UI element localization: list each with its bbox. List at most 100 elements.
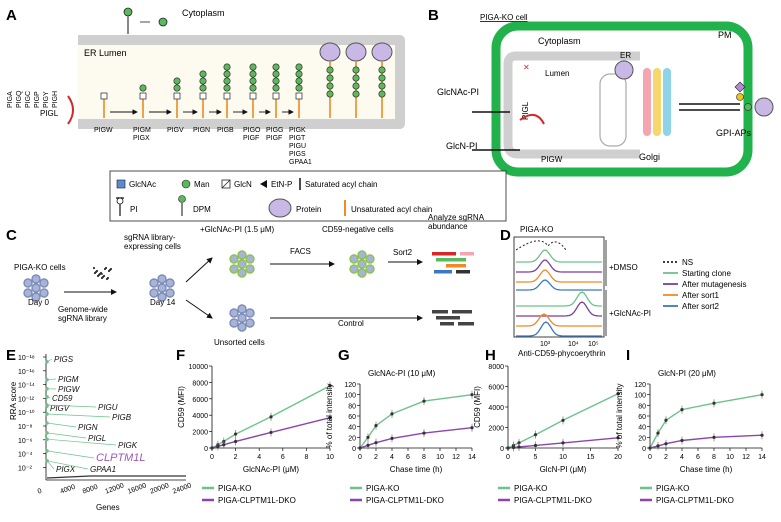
gene-label: GPAA1: [90, 465, 116, 474]
gene-label: PIGX: [56, 465, 76, 474]
man-icon: [295, 77, 303, 85]
man-icon: [352, 82, 360, 90]
x-tick-label: 10: [726, 454, 734, 461]
y-tick-label: 6000: [192, 397, 208, 404]
protein-icon: [345, 42, 367, 62]
series-line: [359, 427, 473, 449]
rra-ytick: 10⁻¹²: [18, 396, 35, 403]
y-tick-label: 10000: [189, 364, 209, 371]
y-tick-label: 120: [634, 382, 646, 389]
sugar-icon-b: [734, 81, 746, 93]
panel-letter-h: H: [485, 347, 496, 364]
y-tick-label: 8000: [488, 364, 504, 371]
man-icon: [139, 84, 147, 92]
sgrna-dot: [105, 277, 109, 281]
panel-e-rra-plot: 10⁻¹⁸ 10⁻¹⁶ 10⁻¹⁴ 10⁻¹² 10⁻¹⁰ 10⁻⁸ 10⁻⁶ 10⁻⁴ 10⁻…: [9, 354, 193, 512]
x-tick-label: 10: [559, 454, 567, 461]
x-tick-label: 2: [234, 454, 238, 461]
cell-icon: [357, 250, 367, 260]
rra-xtick: 24000: [172, 482, 193, 495]
x-tick-label: 4: [680, 454, 684, 461]
cytoplasm-label-b: Cytoplasm: [538, 36, 581, 46]
data-point: [648, 446, 652, 450]
man-icon: [295, 70, 303, 78]
histogram-curve: [516, 249, 602, 263]
man-icon: [378, 74, 386, 82]
histogram-curve: [516, 313, 602, 327]
y-axis-label: CD59 (MFI): [177, 386, 186, 428]
er-membrane: [78, 35, 405, 129]
rra-xtick: 12000: [104, 482, 125, 495]
y-tick-label: 20: [348, 435, 356, 442]
tick-1e5: 10⁵: [588, 341, 599, 348]
cell-icon: [39, 278, 49, 288]
y-tick-label: 60: [348, 414, 356, 421]
rra-xtick: 4000: [59, 484, 76, 496]
x-tick-label: 2: [374, 454, 378, 461]
rra-xlabel: Genes: [96, 503, 120, 512]
data-point: [656, 431, 660, 435]
gene-label: PIGL: [88, 434, 106, 443]
data-point: [517, 441, 521, 445]
y-tick-label: 0: [352, 446, 356, 453]
cell-icon: [31, 292, 41, 302]
gene-label: CD59: [52, 394, 73, 403]
legend-entry: After sort1: [682, 291, 719, 300]
y-tick-label: 80: [638, 403, 646, 410]
cell-icon: [349, 264, 359, 274]
cell-icon: [229, 264, 239, 274]
x-tick-label: 0: [358, 454, 362, 461]
gene-point: [45, 378, 49, 382]
cell-icon: [149, 288, 159, 298]
data-point: [470, 393, 474, 397]
cell-icon: [349, 254, 359, 264]
y-tick-label: 60: [638, 414, 646, 421]
x-tick-label: 0: [210, 454, 214, 461]
data-point: [712, 435, 716, 439]
man-icon: [173, 77, 181, 85]
legend-saturated: Saturated acyl chain: [305, 180, 378, 189]
gene-point: [45, 437, 49, 442]
data-point: [533, 433, 538, 437]
data-point: [760, 393, 764, 397]
legend-entry: NS: [682, 258, 693, 267]
cell-icon: [157, 274, 167, 284]
gene-point: [45, 421, 49, 425]
x-tick-label: 2: [664, 454, 668, 461]
y-axis-label: % of total intensity: [325, 384, 334, 449]
sgrna-dot: [100, 276, 104, 280]
piga-complex-label: PIGH: [52, 91, 59, 108]
series-line: [649, 394, 763, 449]
cell-icon: [237, 268, 247, 278]
panel-c-workflow: PIGA-KO cells Day 0 Genome-wide sgRNA lib…: [14, 213, 485, 347]
cell-icon: [149, 278, 159, 288]
data-point: [374, 424, 378, 428]
legend-pi: PI: [130, 205, 138, 214]
glcn-icon: [173, 92, 181, 100]
enzyme-label: PIGN: [193, 127, 210, 134]
man-icon: [272, 70, 280, 78]
y-axis-label: CD59 (MFI): [473, 386, 482, 428]
etnp-icon: [260, 180, 267, 188]
series-line: [649, 434, 763, 449]
cell-icon: [165, 278, 175, 288]
data-point: [680, 408, 684, 412]
x-tick-label: 5: [534, 454, 538, 461]
data-point: [664, 442, 668, 446]
vesicle-region: [599, 73, 627, 147]
rra-xtick: 16000: [127, 482, 148, 495]
day14-label: Day 14: [150, 298, 176, 307]
legend-entry: PIGA-CLPTM1L-DKO: [514, 496, 592, 505]
gene-label: PIGK: [118, 441, 138, 450]
panel-letter-c: C: [6, 227, 17, 244]
legend-entry: PIGA-CLPTM1L-DKO: [656, 496, 734, 505]
data-point: [390, 412, 394, 416]
data-point: [561, 441, 565, 445]
panel-d-histograms: PIGA-KO +DMSO +GlcNAc-PI 10³ 10⁴ 10⁵ Ant…: [513, 225, 746, 358]
data-point: [328, 384, 332, 388]
sgrna-dot: [92, 266, 96, 270]
legend-entry: Starting clone: [682, 269, 731, 278]
y-tick-label: 4000: [488, 405, 504, 412]
piga-complex-label: PIGC: [25, 91, 32, 108]
glcnac-icon: [116, 179, 126, 189]
